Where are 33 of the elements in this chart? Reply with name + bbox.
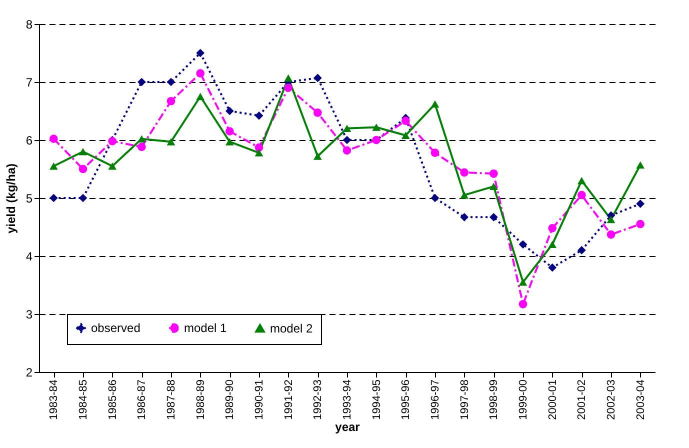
x-tick-label: 1988-89 bbox=[194, 380, 207, 420]
x-tick-label: 1992-93 bbox=[312, 380, 324, 420]
y-tick-label: 8 bbox=[26, 18, 33, 32]
x-tick-label: 1989-90 bbox=[224, 380, 236, 420]
x-tick-label: 1990-91 bbox=[254, 380, 266, 420]
x-tick-label: 1998-99 bbox=[488, 380, 500, 420]
x-tick-label: 1991-92 bbox=[282, 380, 295, 420]
x-tick-label: 1983-84 bbox=[48, 380, 60, 420]
x-tick-label: 2002-03 bbox=[606, 380, 618, 420]
x-tick-label: 1997-98 bbox=[458, 380, 471, 420]
x-tick-label: 1999-00 bbox=[518, 380, 530, 420]
legend-label: observed bbox=[91, 321, 140, 336]
x-tick-label: 2000-01 bbox=[546, 380, 559, 420]
y-tick-label: 5 bbox=[26, 192, 33, 206]
x-tick-label: 1986-87 bbox=[136, 380, 148, 420]
legend-label: model 2 bbox=[270, 321, 314, 336]
x-tick-label: 1984-85 bbox=[78, 380, 90, 420]
x-tick-label: 2001-02 bbox=[576, 380, 588, 420]
y-tick-label: 7 bbox=[26, 76, 33, 90]
x-axis-title: year bbox=[335, 420, 360, 434]
x-tick-label: 1996-97 bbox=[430, 380, 442, 420]
x-tick-label: 1985-86 bbox=[106, 380, 119, 420]
y-tick-label: 2 bbox=[26, 366, 33, 380]
legend-label: model 1 bbox=[184, 321, 228, 336]
x-tick-label: 2003-04 bbox=[634, 380, 647, 420]
y-tick-label: 4 bbox=[26, 250, 33, 264]
x-tick-label: 1993-94 bbox=[342, 380, 354, 420]
x-tick-label: 1987-88 bbox=[166, 380, 178, 420]
y-tick-label: 6 bbox=[26, 134, 33, 148]
x-tick-label: 1994-95 bbox=[370, 380, 383, 420]
y-tick-label: 3 bbox=[26, 308, 33, 322]
x-tick-label: 1995-96 bbox=[400, 380, 412, 420]
y-axis-title: yield (kg/ha) bbox=[4, 163, 18, 234]
